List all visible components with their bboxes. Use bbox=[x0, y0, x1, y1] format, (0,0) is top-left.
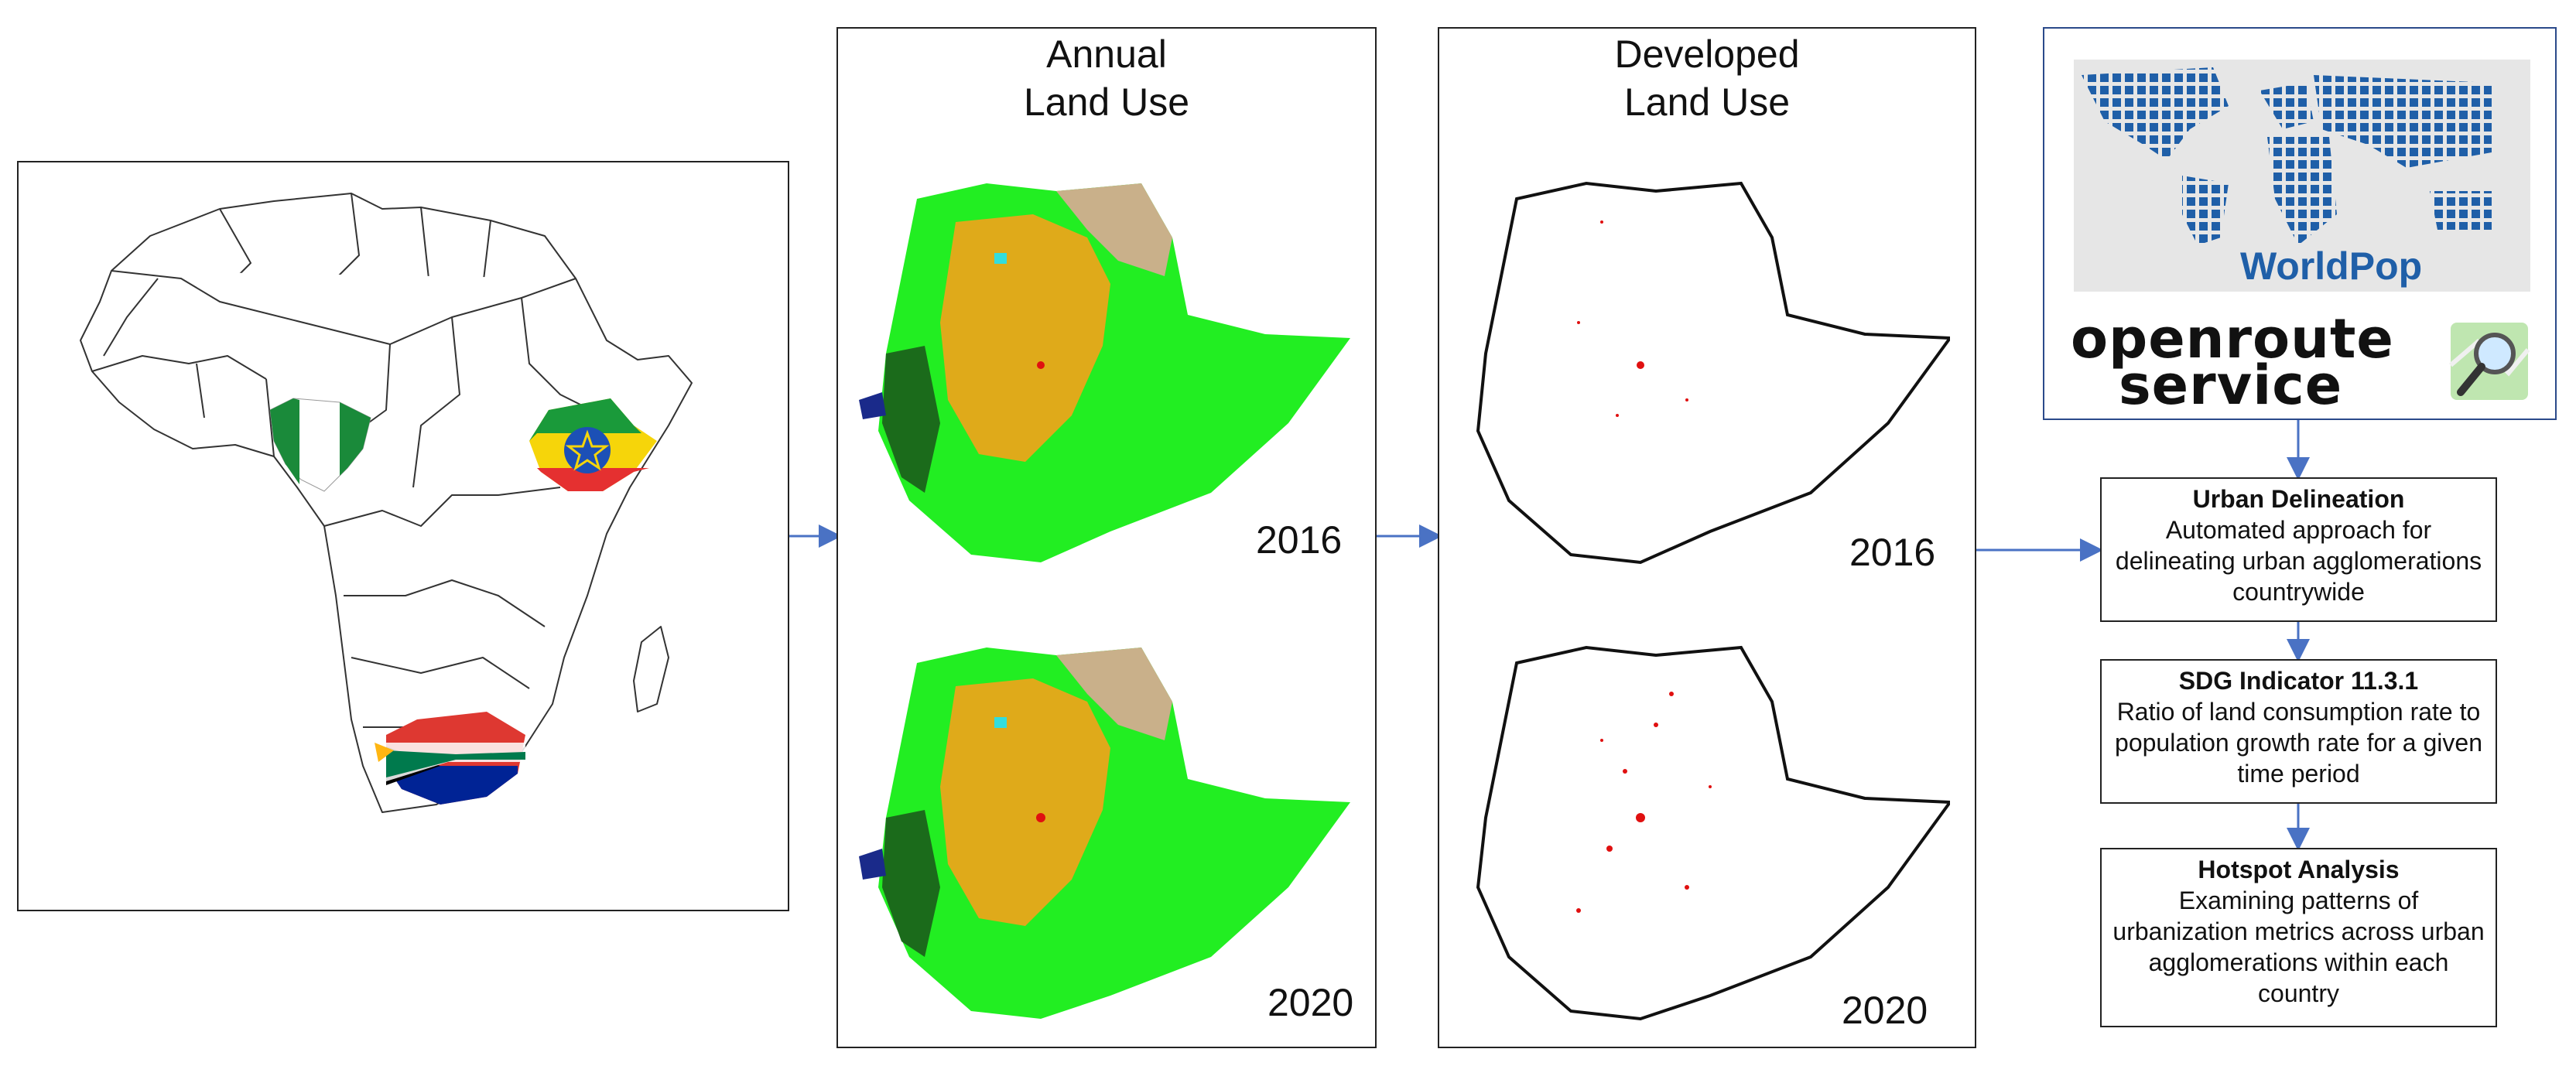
map-magnifier-icon bbox=[2449, 323, 2530, 400]
developed-title-line2: Land Use bbox=[1623, 80, 1791, 124]
annual-land-use-panel: Annual Land Use 2016 2020 bbox=[836, 27, 1377, 1048]
hotspot-analysis-heading: Hotspot Analysis bbox=[2198, 856, 2400, 883]
openroute-line1: openroute bbox=[2071, 307, 2394, 371]
world-dot-map-icon bbox=[2082, 67, 2492, 245]
hotspot-analysis-desc: Examining patterns of urbanization metri… bbox=[2112, 887, 2485, 1007]
openroute-line2: service bbox=[2119, 354, 2343, 417]
sdg-indicator-heading: SDG Indicator 11.3.1 bbox=[2178, 667, 2419, 695]
madagascar-outline bbox=[633, 626, 669, 712]
africa-map-panel bbox=[17, 161, 789, 911]
sdg-indicator-desc: Ratio of land consumption rate to popula… bbox=[2115, 698, 2482, 788]
developed-land-use-map-2020 bbox=[1476, 645, 1950, 1021]
annual-land-use-map-2020 bbox=[859, 647, 1350, 1019]
annual-land-use-map-2016 bbox=[859, 183, 1350, 562]
worldpop-label: WorldPop bbox=[2240, 244, 2423, 288]
developed-title-line1: Developed bbox=[1614, 32, 1800, 76]
nigeria-flag-icon bbox=[269, 398, 371, 492]
annual-year-2020: 2020 bbox=[1267, 981, 1354, 1024]
urban-delineation-heading: Urban Delineation bbox=[2192, 485, 2405, 513]
ethiopia-flag-icon bbox=[529, 398, 657, 491]
data-sources-panel: WorldPop openroute service bbox=[2043, 27, 2557, 420]
annual-year-2016: 2016 bbox=[1256, 518, 1343, 562]
urban-delineation-box: Urban Delineation Automated approach for… bbox=[2100, 477, 2497, 622]
developed-year-2020: 2020 bbox=[1842, 989, 1928, 1032]
worldpop-logo: WorldPop bbox=[2074, 60, 2530, 292]
annual-title-line2: Land Use bbox=[1023, 80, 1190, 124]
developed-year-2016: 2016 bbox=[1849, 531, 1936, 574]
annual-title-line1: Annual bbox=[1046, 32, 1167, 76]
sdg-indicator-box: SDG Indicator 11.3.1 Ratio of land consu… bbox=[2100, 659, 2497, 804]
south-africa-flag-icon bbox=[375, 712, 525, 805]
urban-delineation-desc: Automated approach for delineating urban… bbox=[2115, 516, 2482, 606]
developed-land-use-panel: Developed Land Use 2016 2020 bbox=[1438, 27, 1976, 1048]
africa-map bbox=[80, 193, 693, 813]
hotspot-analysis-box: Hotspot Analysis Examining patterns of u… bbox=[2100, 848, 2497, 1027]
developed-land-use-map-2016 bbox=[1476, 181, 1950, 565]
